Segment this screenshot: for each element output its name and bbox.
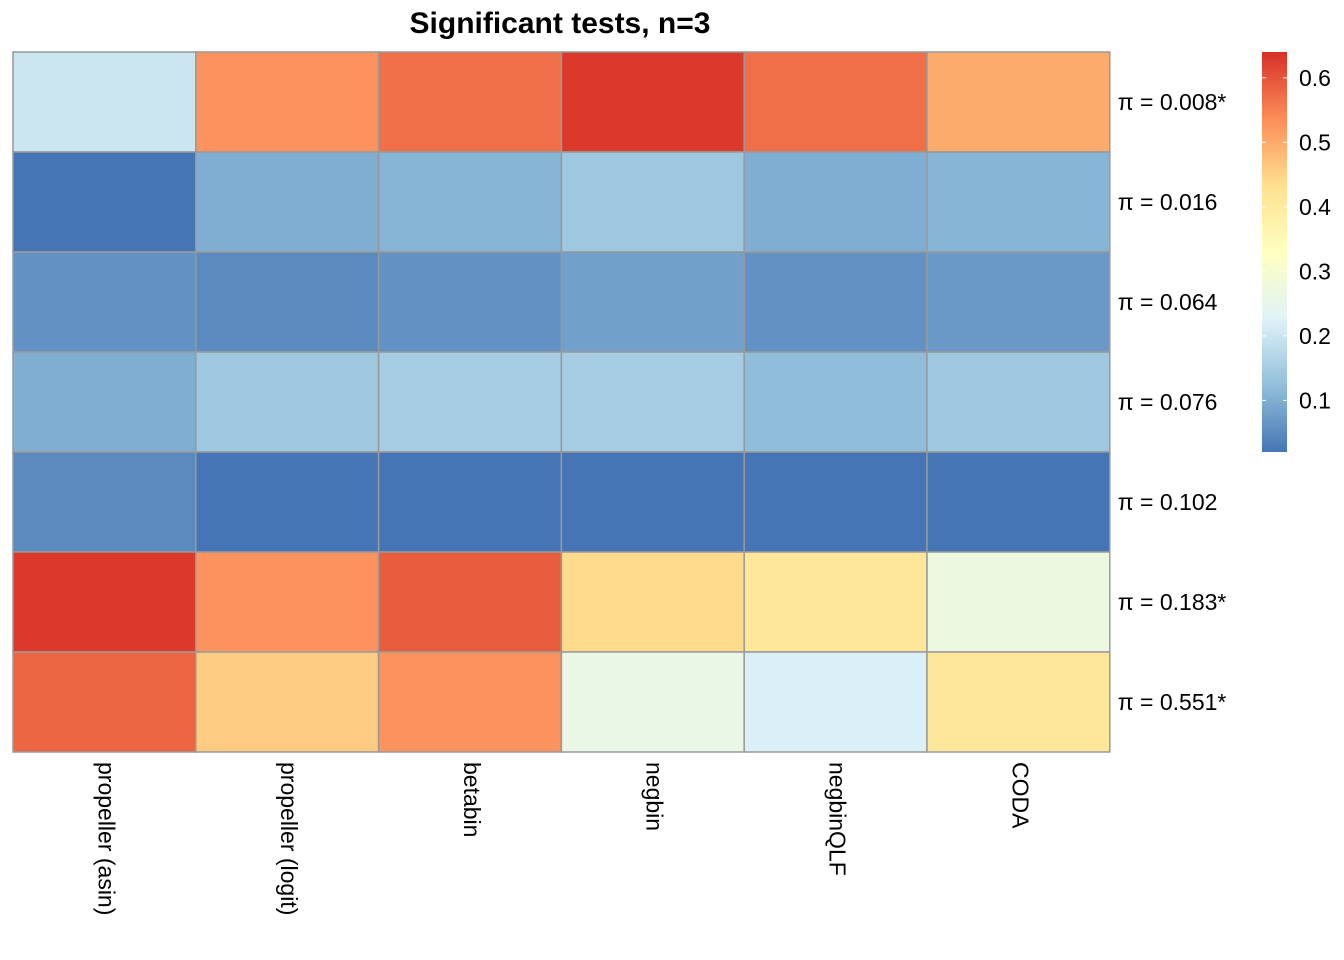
heatmap-cell-r2-c2 [377,251,563,353]
heatmap-cell-r5-c3 [560,551,745,653]
column-label-coda: CODA [1007,762,1033,829]
heatmap-cell-r4-c0 [12,451,197,553]
heatmap-cell-r3-c5 [926,351,1111,453]
heatmap-cell-r0-c5 [926,51,1111,153]
legend-ticks: 0.1 0.2 0.3 0.4 0.5 0.6 [1262,65,1331,413]
column-label-negbinqlf: negbinQLF [825,762,851,876]
row-label-5: π = 0.183* [1118,589,1227,615]
row-label-4: π = 0.102 [1118,489,1218,515]
heatmap-cell-r6-c3 [560,651,745,753]
heatmap-cell-r0-c1 [195,51,380,153]
column-label-betabin: betabin [459,762,485,837]
legend-tick-label-0: 0.1 [1299,387,1331,413]
heatmap-cell-r3-c0 [12,351,197,453]
column-label-propeller-asin: propeller (asin) [93,762,119,915]
row-label-1: π = 0.016 [1118,189,1218,215]
heatmap-cell-r1-c5 [926,151,1111,253]
row-label-0: π = 0.008* [1118,89,1227,115]
heatmap-cell-r6-c2 [377,651,563,753]
legend-color-bar [1262,52,1287,452]
legend-tick-label-1: 0.2 [1299,323,1331,349]
legend-tick-label-5: 0.6 [1299,65,1331,91]
heatmap-cells [12,51,1111,753]
heatmap-cell-r2-c5 [926,251,1111,353]
heatmap-cell-r4-c2 [377,451,563,553]
legend-tick-label-3: 0.4 [1299,194,1331,220]
heatmap-cell-r3-c4 [743,351,928,453]
heatmap-cell-r5-c0 [12,551,197,653]
legend-tick-label-4: 0.5 [1299,129,1331,155]
heatmap-cell-r5-c5 [926,551,1111,653]
heatmap-cell-r6-c5 [926,651,1111,753]
heatmap-cell-r5-c1 [195,551,380,653]
heatmap-cell-r1-c4 [743,151,928,253]
heatmap-cell-r1-c0 [12,151,197,253]
heatmap-cell-r0-c2 [377,51,563,153]
heatmap-cell-r0-c3 [560,51,745,153]
heatmap-cell-r1-c3 [560,151,745,253]
color-legend: 0.1 0.2 0.3 0.4 0.5 0.6 [1262,52,1331,452]
heatmap-cell-r0-c0 [12,51,197,153]
row-label-2: π = 0.064 [1118,289,1218,315]
heatmap-cell-r3-c2 [377,351,563,453]
heatmap-cell-r6-c1 [195,651,380,753]
heatmap-cell-r6-c4 [743,651,928,753]
heatmap-cell-r0-c4 [743,51,928,153]
heatmap-cell-r1-c2 [377,151,563,253]
heatmap-cell-r6-c0 [12,651,197,753]
heatmap-cell-r3-c3 [560,351,745,453]
heatmap-cell-r4-c3 [560,451,745,553]
column-labels: propeller (asin) propeller (logit) betabin… [93,762,1033,915]
heatmap-cell-r5-c2 [377,551,563,653]
row-labels: π = 0.008* π = 0.016 π = 0.064 π = 0.076 π =… [1118,89,1227,715]
row-label-6: π = 0.551* [1118,689,1227,715]
heatmap-cell-r2-c1 [195,251,380,353]
heatmap-cell-r4-c4 [743,451,928,553]
column-label-propeller-logit: propeller (logit) [276,762,302,915]
column-label-negbin: negbin [642,762,668,831]
row-label-3: π = 0.076 [1118,389,1218,415]
heatmap-cell-r4-c5 [926,451,1111,553]
heatmap-cell-r2-c4 [743,251,928,353]
heatmap-cell-r1-c1 [195,151,380,253]
heatmap-cell-r3-c1 [195,351,380,453]
legend-tick-label-2: 0.3 [1299,258,1331,284]
heatmap-cell-r2-c0 [12,251,197,353]
heatmap-cell-r2-c3 [560,251,745,353]
chart-title: Significant tests, n=3 [410,7,711,40]
heatmap-cell-r4-c1 [195,451,380,553]
heatmap-cell-r5-c4 [743,551,928,653]
